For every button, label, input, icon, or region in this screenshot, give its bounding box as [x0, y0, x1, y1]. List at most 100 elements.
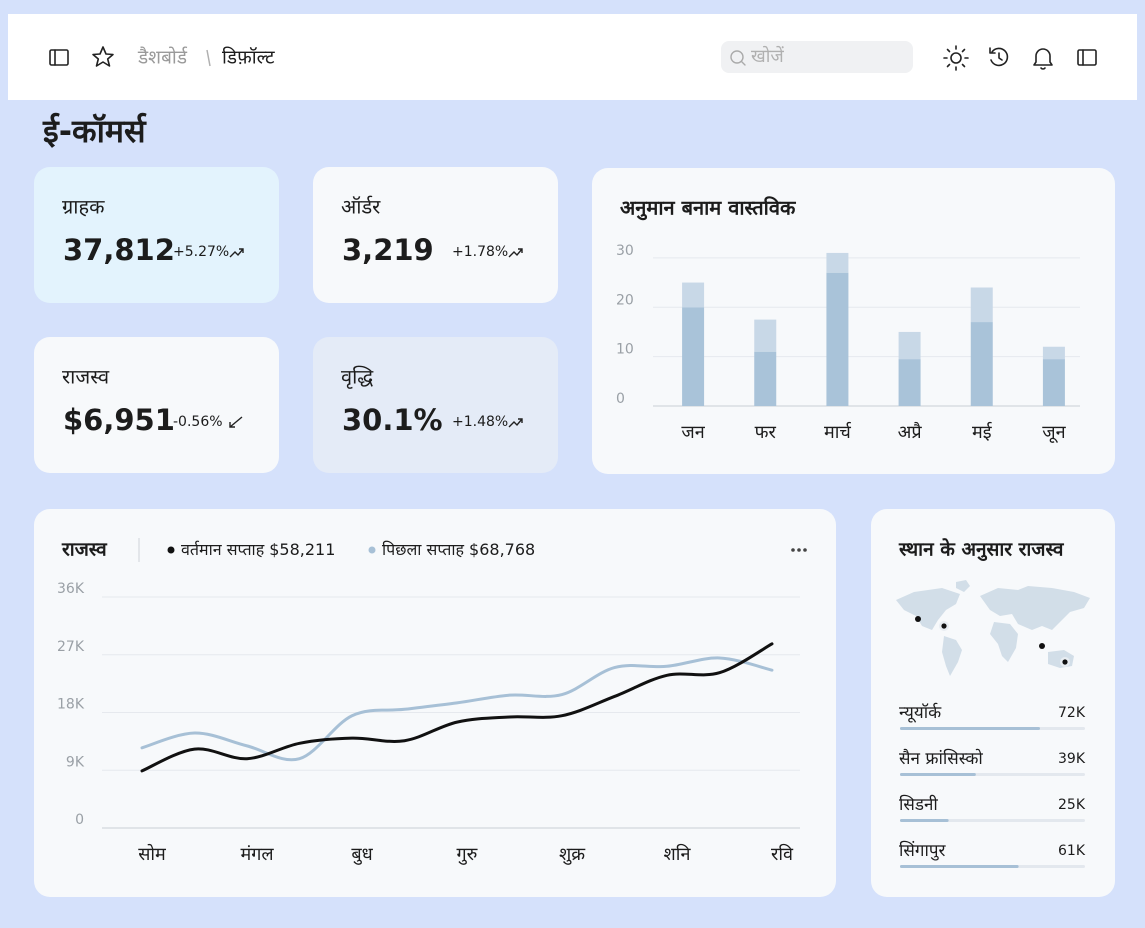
line-chart: 0 9K 18K 27K 36K सोम मंगल बुध गुरु शुक्र शनि रवि वर्… — [57, 540, 800, 865]
bar-chart: 0 10 20 30 जन फर मार्च अप्रै मई जून — [616, 243, 1080, 443]
x-tick-label: शनि — [664, 843, 692, 865]
bar — [1042, 346, 1065, 360]
y-tick-label: 18K — [57, 697, 85, 713]
location-name: सिंगापुर — [899, 840, 947, 861]
location-value: 61K — [1058, 843, 1086, 859]
legend-total: $58,211 — [269, 540, 335, 559]
kpi-value: 37,812 — [63, 233, 175, 267]
bar — [826, 272, 849, 406]
kpi-label: ऑर्डर — [341, 195, 381, 219]
location-value: 39K — [1058, 751, 1086, 767]
kpi-change: +5.27% — [173, 244, 229, 260]
more-menu[interactable] — [791, 548, 807, 552]
y-tick-label: 10 — [616, 342, 634, 358]
x-tick-label: जन — [681, 422, 705, 443]
kpi-label: ग्राहक — [62, 195, 105, 219]
bar — [682, 307, 705, 406]
progress-bar — [900, 865, 1019, 868]
breadcrumb-item: डिफ़ॉल्ट — [222, 46, 275, 69]
kpi-change: +1.78% — [452, 244, 508, 260]
trend-icon — [508, 418, 523, 428]
search-placeholder: खोजें — [751, 45, 784, 67]
legend-label: वर्तमान सप्ताह $58,211 — [181, 540, 335, 559]
legend-total: $68,768 — [469, 540, 535, 559]
bar — [970, 322, 993, 406]
breadcrumb-separator — [206, 49, 211, 67]
bar — [682, 282, 705, 308]
sidebar-toggle[interactable] — [49, 49, 69, 66]
world-map — [896, 580, 1090, 676]
y-tick-label: 0 — [75, 812, 84, 828]
x-tick-label: जून — [1042, 422, 1066, 443]
breadcrumb-item[interactable]: डैशबोर्ड — [137, 46, 188, 69]
y-tick-label: 36K — [57, 581, 85, 597]
kpi-card — [313, 337, 558, 473]
kpi-value: $6,951 — [63, 403, 175, 437]
chart-title: अनुमान बनाम वास्तविक — [620, 196, 797, 221]
legend-marker — [368, 546, 376, 554]
kpi-card — [34, 337, 279, 473]
bar — [970, 287, 993, 323]
location-list: न्यूयॉर्क 72K सैन फ्रांसिस्को 39K सिडनी 25K सि… — [899, 702, 1086, 868]
y-tick-label: 27K — [57, 639, 85, 655]
bar — [754, 319, 777, 352]
x-tick-label: अप्रै — [898, 421, 923, 443]
card — [34, 509, 836, 897]
trend-icon — [229, 416, 243, 428]
kpi-card — [313, 167, 558, 303]
bar — [1042, 359, 1065, 406]
location-name: न्यूयॉर्क — [899, 702, 942, 723]
x-tick-label: सोम — [138, 843, 167, 865]
trend-icon — [229, 248, 244, 258]
progress-bar — [900, 773, 976, 776]
search-icon — [730, 50, 746, 66]
x-tick-label: फर — [755, 422, 777, 443]
kpi-value: 30.1% — [342, 403, 443, 437]
legend-name: वर्तमान सप्ताह — [181, 540, 265, 559]
theme-toggle[interactable] — [943, 45, 969, 71]
location-value: 72K — [1058, 705, 1086, 721]
search-box[interactable] — [721, 41, 913, 73]
location-name: सैन फ्रांसिस्को — [899, 748, 983, 769]
x-tick-label: गुरु — [457, 844, 478, 865]
map-markers — [915, 616, 1070, 667]
bar — [898, 331, 921, 360]
kpi-value: 3,219 — [342, 233, 434, 267]
progress-bar — [900, 727, 1040, 730]
history-button[interactable] — [989, 47, 1009, 67]
x-tick-label: मार्च — [824, 421, 852, 443]
kpi-cards: ग्राहक 37,812+5.27% ऑर्डर 3,219 +1.78% राजस्व… — [34, 167, 558, 473]
x-tick-label: मई — [972, 421, 993, 443]
progress-bar — [900, 819, 949, 822]
y-tick-label: 0 — [616, 391, 625, 407]
y-tick-label: 20 — [616, 292, 634, 308]
x-tick-label: शुक्र — [559, 844, 586, 865]
location-value: 25K — [1058, 797, 1086, 813]
x-tick-label: मंगल — [240, 844, 274, 865]
kpi-change: -0.56% — [173, 414, 223, 430]
y-tick-label: 9K — [66, 754, 85, 770]
legend-name: पिछला सप्ताह — [382, 540, 465, 559]
line-series — [140, 656, 774, 762]
x-tick-label: बुध — [351, 844, 373, 865]
notifications-button[interactable] — [1033, 48, 1053, 70]
bar — [754, 351, 777, 406]
legend-marker — [167, 546, 175, 554]
x-tick-label: रवि — [771, 843, 794, 865]
top-bar — [8, 14, 1137, 100]
bar — [898, 359, 921, 406]
panel-toggle[interactable] — [1077, 49, 1097, 66]
kpi-label: राजस्व — [62, 365, 110, 389]
location-name: सिडनी — [899, 794, 938, 815]
kpi-label: वृद्धि — [341, 365, 374, 390]
favorite-button[interactable] — [92, 46, 114, 67]
trend-icon — [508, 248, 523, 258]
line-series — [140, 642, 774, 773]
kpi-change: +1.48% — [452, 414, 508, 430]
kpi-card — [34, 167, 279, 303]
chart-title: राजस्व — [61, 539, 108, 561]
bar — [826, 252, 849, 273]
legend-label: पिछला सप्ताह $68,768 — [382, 540, 535, 559]
page-title: ई-कॉमर्स — [42, 112, 147, 150]
